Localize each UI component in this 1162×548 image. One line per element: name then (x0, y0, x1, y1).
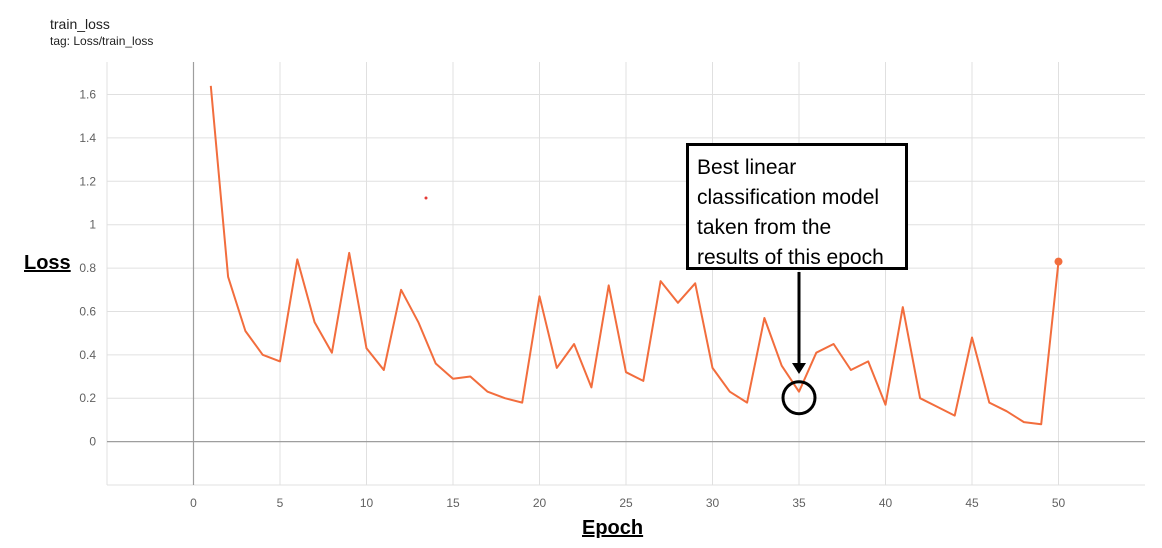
x-tick-label: 35 (792, 496, 806, 510)
y-axis-label: Loss (24, 252, 71, 274)
last-point-marker (1054, 257, 1063, 266)
y-tick-label: 0.6 (79, 304, 96, 318)
chart-header: train_loss tag: Loss/train_loss (50, 15, 153, 49)
y-tick-label: 1 (89, 218, 96, 232)
y-tick-label: 1.6 (79, 88, 96, 102)
x-tick-label: 10 (360, 496, 374, 510)
annotation-box: Best linear classification model taken f… (686, 143, 908, 270)
x-tick-label: 45 (965, 496, 979, 510)
x-tick-label: 15 (446, 496, 460, 510)
y-tick-label: 1.2 (79, 174, 96, 188)
x-tick-label: 20 (533, 496, 547, 510)
annotation-arrow-head (792, 363, 806, 374)
x-tick-label: 40 (879, 496, 893, 510)
chart-title: train_loss (50, 16, 110, 32)
chart-tag: tag: Loss/train_loss (50, 34, 154, 48)
x-tick-label: 5 (277, 496, 284, 510)
x-tick-label: 50 (1052, 496, 1066, 510)
x-tick-label: 30 (706, 496, 720, 510)
annotation-circle (781, 380, 817, 416)
x-axis-label: Epoch (582, 517, 644, 539)
x-tick-label: 25 (619, 496, 633, 510)
stray-dot (424, 196, 428, 200)
y-tick-label: 0.2 (79, 391, 96, 405)
y-tick-label: 1.4 (79, 131, 96, 145)
x-tick-label: 0 (190, 496, 197, 510)
y-tick-label: 0.4 (79, 348, 96, 362)
y-tick-label: 0.8 (79, 261, 96, 275)
loss-series-line (209, 85, 1060, 426)
y-tick-label: 0 (89, 435, 96, 449)
